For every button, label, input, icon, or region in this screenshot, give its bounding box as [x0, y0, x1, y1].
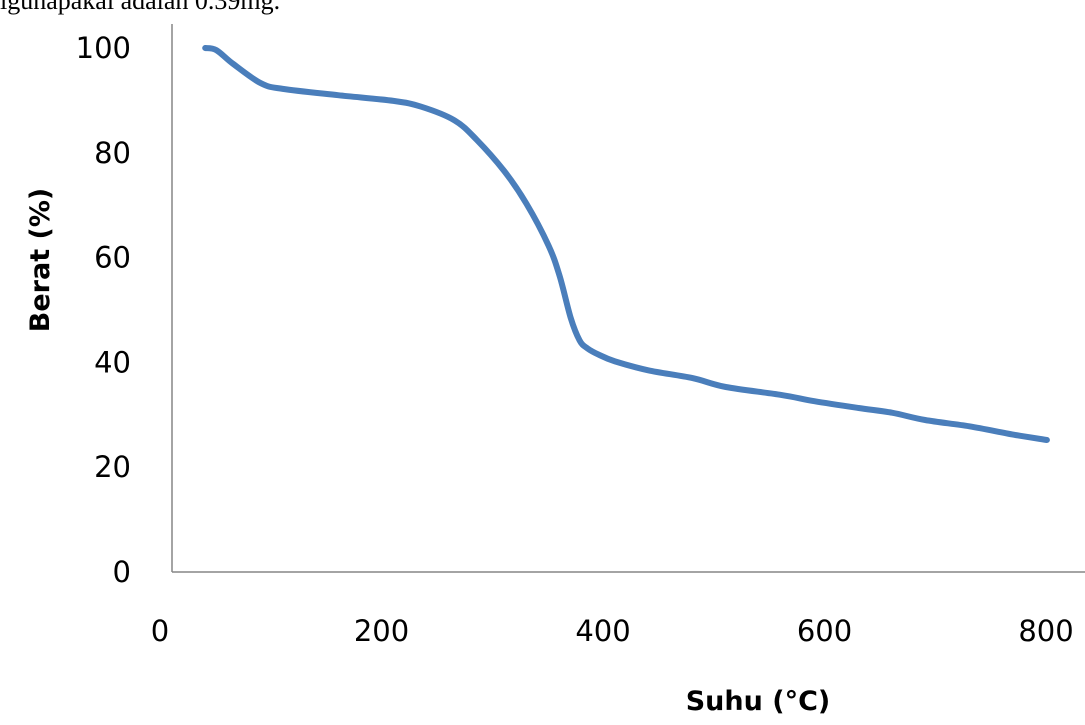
- x-tick-label: 200: [354, 614, 409, 648]
- y-axis-title: Berat (%): [25, 188, 56, 332]
- x-axis-title: Suhu (°C): [686, 686, 831, 717]
- y-tick-label: 40: [94, 345, 131, 379]
- chart-axes: [171, 24, 1085, 573]
- y-tick-label: 0: [113, 555, 131, 589]
- x-tick-label: 0: [151, 614, 169, 648]
- x-tick-label: 800: [1018, 614, 1073, 648]
- x-tick-labels: 0 200 400 600 800: [151, 614, 1074, 648]
- page-text-fragment: igunapakai adalah 0.39mg.: [0, 0, 281, 15]
- y-tick-label: 80: [94, 136, 131, 170]
- y-tick-labels: 0 20 40 60 80 100: [76, 31, 131, 589]
- y-tick-label: 100: [76, 31, 131, 65]
- y-tick-label: 60: [94, 241, 131, 275]
- x-tick-label: 600: [797, 614, 852, 648]
- x-tick-label: 400: [575, 614, 630, 648]
- y-tick-label: 20: [94, 450, 131, 484]
- series-line-weight: [202, 45, 1050, 443]
